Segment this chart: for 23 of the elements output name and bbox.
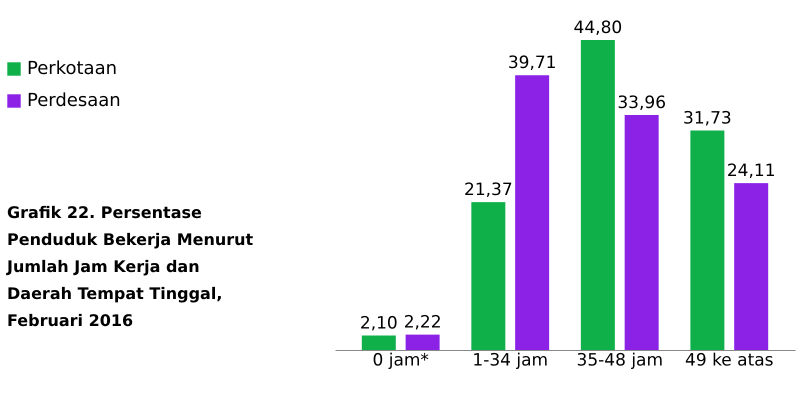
- bar: [624, 115, 659, 350]
- x-tick-label: 0 jam*: [372, 350, 429, 370]
- data-label: 24,11: [726, 161, 776, 182]
- data-label: 2,22: [404, 312, 442, 333]
- data-label: 21,37: [464, 180, 513, 200]
- data-label: 44,80: [574, 18, 622, 38]
- bar: [580, 40, 615, 350]
- data-label: 39,71: [508, 53, 556, 74]
- bar: [690, 130, 724, 350]
- bar: [406, 334, 440, 350]
- legend-label: Perkotaan: [27, 58, 118, 79]
- text: Grafik 22. Persentase Penduduk Bekerja Menurut Jumlah Jam Kerja dan Daerah Tempat Tinggal, Februari 2016: [6, 203, 254, 330]
- x-tick-label: 49 ke atas: [685, 350, 774, 370]
- bar: [734, 183, 768, 350]
- x-tick-label: 1-34 jam: [472, 350, 548, 370]
- data-label: 31,73: [683, 108, 732, 128]
- bar: [362, 335, 396, 350]
- data-label: 2,10: [360, 313, 398, 334]
- legend-label: Perdesaan: [27, 90, 121, 111]
- bar: [515, 75, 550, 350]
- x-tick-label: 35-48 jam: [576, 350, 664, 370]
- data-label: 33,96: [617, 93, 666, 114]
- bar: [471, 202, 506, 350]
